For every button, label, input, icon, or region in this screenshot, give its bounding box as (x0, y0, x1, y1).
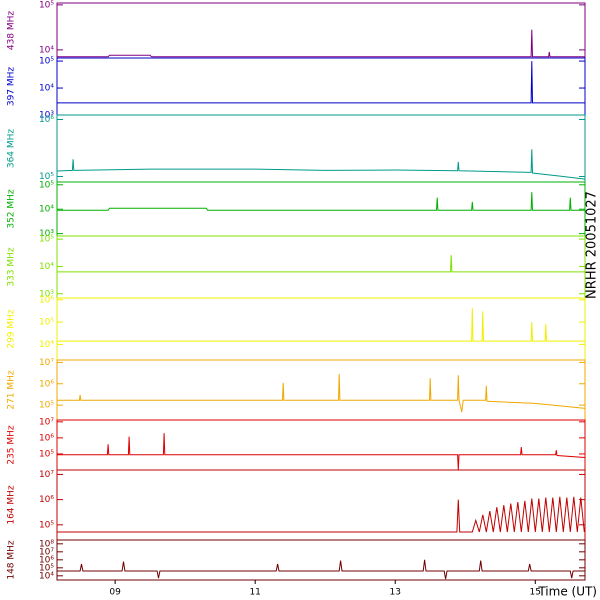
y-axis-label: 364 MHz (7, 129, 17, 169)
y-axis-label: 271 MHz (7, 370, 17, 410)
y-tick-label: 10⁷ (39, 470, 54, 480)
x-tick-label: 13 (390, 588, 401, 598)
y-tick-label: 10⁴ (39, 571, 54, 581)
y-tick-label: 10⁴ (39, 205, 54, 215)
y-tick-label: 10⁵ (39, 180, 54, 190)
y-tick-label: 10⁵ (39, 0, 54, 10)
data-line (57, 192, 585, 211)
y-tick-label: 10⁴ (39, 262, 54, 272)
x-tick-label: 11 (249, 588, 260, 598)
y-tick-label: 10⁶ (39, 555, 54, 565)
y-axis-label: 333 MHz (7, 247, 17, 287)
y-tick-label: 10⁵ (39, 235, 54, 245)
y-tick-label: 10⁵ (39, 449, 54, 459)
y-axis-label: 148 MHz (7, 540, 17, 580)
y-tick-label: 10⁶ (39, 495, 54, 505)
panel-frame (56, 57, 586, 116)
data-line (57, 496, 585, 533)
panel-frame (56, 297, 586, 361)
x-tick-label: 09 (109, 588, 121, 598)
panel-frame (56, 469, 586, 541)
data-line (57, 433, 586, 471)
side-label: NRHR 20051027 (585, 191, 600, 299)
data-line (57, 373, 586, 413)
y-tick-label: 10³ (39, 111, 54, 121)
y-tick-label: 10⁷ (39, 417, 54, 427)
panel-frame (56, 235, 586, 299)
x-axis-label: Time (UT) (537, 585, 597, 599)
panel-frame (56, 359, 586, 421)
panel-frame (56, 539, 586, 581)
y-axis-label: 397 MHz (7, 67, 17, 107)
data-line (57, 61, 585, 104)
y-tick-label: 10⁴ (39, 340, 54, 350)
y-axis-label: 352 MHz (7, 189, 17, 229)
data-line (57, 308, 585, 342)
y-tick-label: 10⁷ (39, 547, 54, 557)
y-axis-label: 438 MHz (7, 11, 17, 51)
y-tick-label: 10⁵ (39, 172, 54, 182)
y-tick-label: 10³ (39, 229, 54, 239)
y-tick-label: 10⁶ (39, 433, 54, 443)
y-tick-label: 10⁴ (39, 45, 54, 55)
y-tick-label: 10³ (39, 289, 54, 299)
y-tick-label: 10⁵ (39, 401, 54, 411)
data-line (57, 559, 585, 580)
y-tick-label: 10⁵ (39, 520, 54, 530)
y-tick-label: 10⁶ (39, 115, 54, 125)
panel-frame (56, 181, 586, 237)
x-tick-label: 15 (530, 588, 541, 598)
y-axis-label: 299 MHz (7, 309, 17, 349)
y-tick-label: 10⁵ (39, 563, 54, 573)
panel-frame (56, 419, 586, 471)
data-line (57, 255, 585, 273)
y-tick-label: 10⁵ (39, 57, 54, 67)
y-tick-label: 10⁸ (39, 539, 54, 549)
y-tick-label: 10⁵ (39, 318, 54, 328)
y-tick-label: 10⁴ (39, 84, 54, 94)
y-tick-label: 10⁷ (39, 358, 54, 368)
y-tick-label: 10⁶ (39, 295, 54, 305)
y-axis-label: 235 MHz (7, 425, 17, 465)
y-tick-label: 10⁶ (39, 379, 54, 389)
data-line (56, 149, 586, 180)
data-line (57, 29, 585, 58)
panel-frame (56, 2, 586, 59)
y-axis-label: 164 MHz (7, 485, 17, 525)
